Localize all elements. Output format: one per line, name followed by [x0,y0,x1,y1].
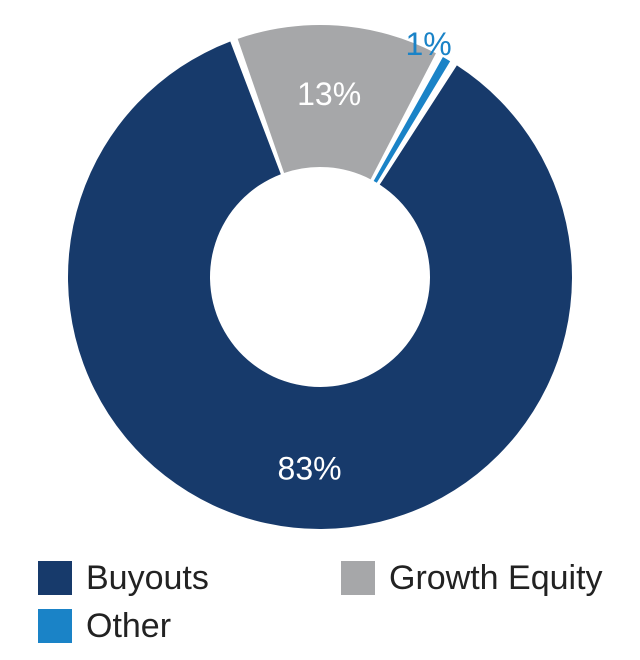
legend-item-other: Other [38,606,171,646]
data-label-buyouts: 83% [278,450,342,486]
legend-item-growth-equity: Growth Equity [341,558,603,598]
legend-swatch-growth-equity [341,561,375,595]
legend-swatch-other [38,609,72,643]
slice-growth-equity [237,24,436,180]
legend-label-growth-equity: Growth Equity [389,559,603,597]
slice-other [373,56,451,183]
chart-legend: Buyouts Growth Equity Other [38,558,628,654]
slice-buyouts [67,41,572,529]
legend-item-buyouts: Buyouts [38,558,209,598]
donut-chart: 83% 13% 1% [67,24,572,529]
legend-label-buyouts: Buyouts [86,559,209,597]
legend-swatch-buyouts [38,561,72,595]
legend-label-other: Other [86,607,172,645]
data-label-other: 1% [405,26,451,62]
data-label-growth-equity: 13% [297,76,361,112]
